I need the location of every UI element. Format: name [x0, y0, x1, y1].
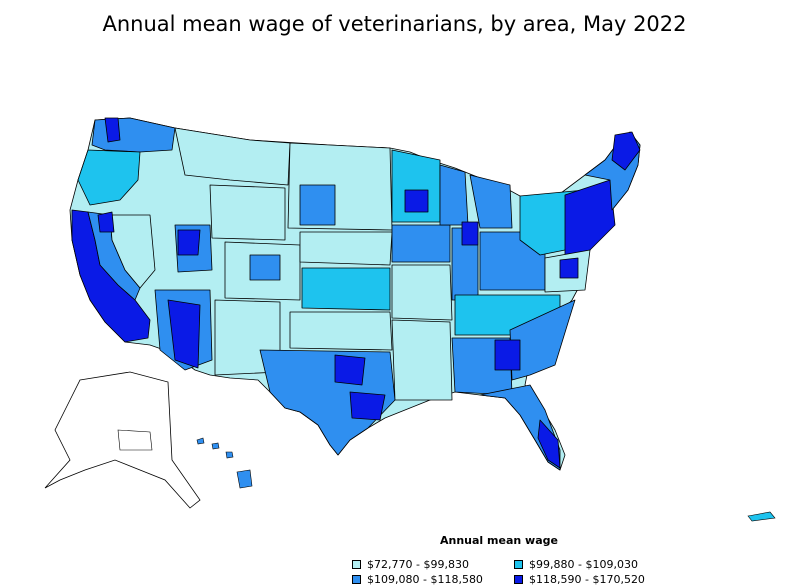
washington-region [91, 117, 176, 153]
arkansas-louisiana-region [391, 319, 453, 401]
dallas-region [334, 354, 366, 386]
florida-region [479, 384, 561, 471]
legend-item-1: $72,770 - $99,830 [352, 558, 469, 571]
missouri-region [391, 264, 453, 321]
nevada-region [109, 214, 156, 289]
kansas-region [301, 267, 391, 311]
houston-region [349, 391, 386, 421]
oklahoma-region [289, 311, 393, 351]
phoenix-tucson-region [167, 299, 201, 369]
maine-region [611, 131, 641, 171]
wisconsin-region [439, 164, 469, 226]
legend-swatch-4 [514, 575, 523, 584]
hawaii-islands [196, 437, 253, 489]
chicago-region [461, 221, 479, 246]
legend-item-2: $99,880 - $109,030 [514, 558, 638, 571]
legend-swatch-1 [352, 560, 361, 569]
oregon-region [77, 149, 141, 206]
iowa-region [391, 224, 451, 263]
legend-item-4: $118,590 - $170,520 [514, 573, 645, 586]
south-dakota-region [299, 184, 336, 226]
map-title: Annual mean wage of veterinarians, by ar… [102, 12, 687, 36]
reno-region [97, 211, 115, 233]
salt-lake-region [177, 229, 201, 256]
legend-item-3: $109,080 - $118,580 [352, 573, 483, 586]
south-florida-region [537, 419, 561, 469]
minneapolis-region [404, 189, 429, 213]
legend-swatch-2 [514, 560, 523, 569]
wyoming-region [209, 184, 286, 241]
michigan-region [469, 174, 513, 229]
seattle-region [104, 117, 121, 143]
montana-region [174, 127, 291, 186]
legend-label-3: $109,080 - $118,580 [367, 573, 483, 586]
legend-label-1: $72,770 - $99,830 [367, 558, 469, 571]
atlanta-region [494, 339, 521, 371]
alaska-anchorage-area [117, 429, 153, 451]
dc-region [559, 257, 579, 279]
legend-title: Annual mean wage [440, 534, 558, 547]
nebraska-region [299, 231, 393, 266]
georgia-carolinas-region [509, 299, 576, 381]
legend-label-4: $118,590 - $170,520 [529, 573, 645, 586]
puerto-rico [747, 511, 776, 522]
legend-label-2: $99,880 - $109,030 [529, 558, 638, 571]
denver-region [249, 254, 281, 281]
legend-swatch-3 [352, 575, 361, 584]
